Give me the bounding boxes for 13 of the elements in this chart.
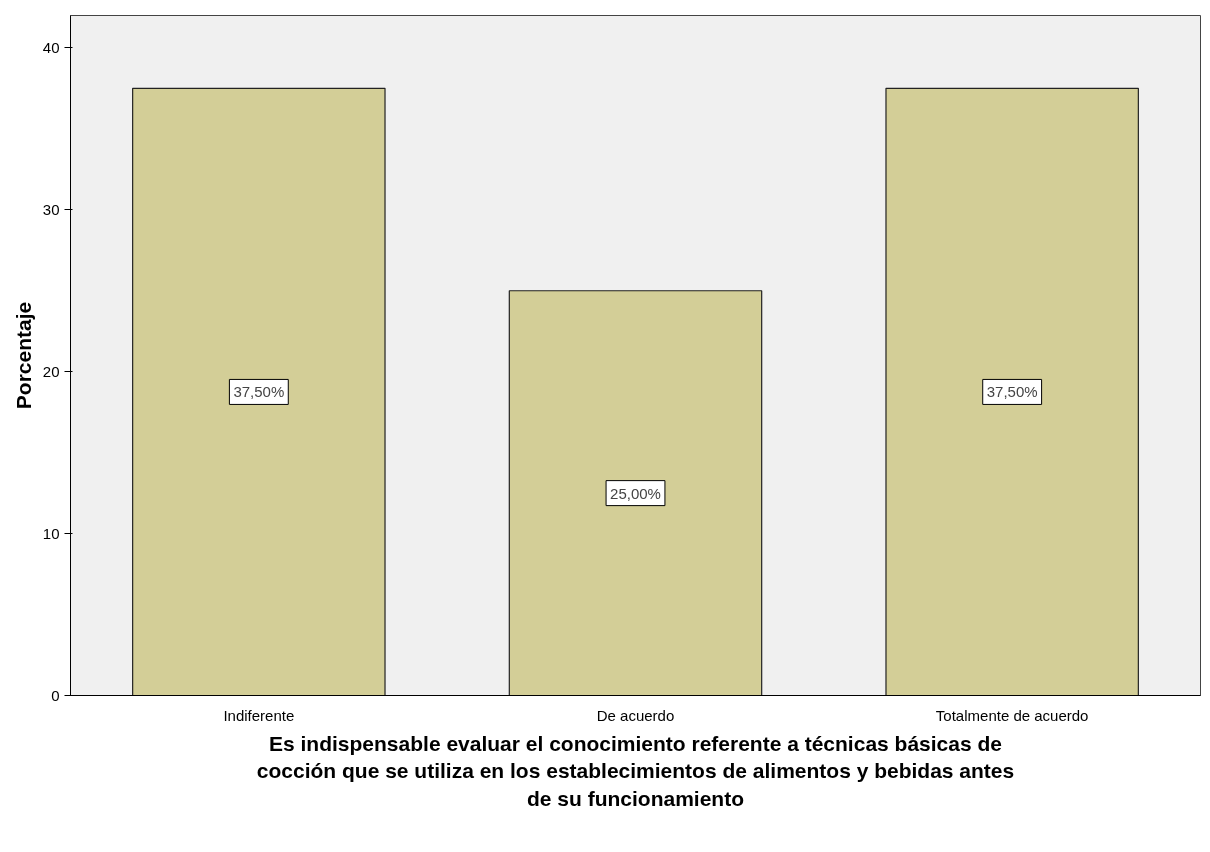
data-label: 37,50% <box>233 383 285 401</box>
x-tick-label: De acuerdo <box>596 706 675 724</box>
data-label: 37,50% <box>986 383 1038 401</box>
y-tick-label: 40 <box>42 38 60 56</box>
data-label: 25,00% <box>610 484 661 502</box>
x-tick-label: Indiferente <box>223 706 295 724</box>
y-tick-label: 0 <box>51 686 60 704</box>
y-tick-label: 10 <box>42 524 60 542</box>
y-tick-label: 20 <box>42 362 60 380</box>
x-tick-label: Totalmente de acuerdo <box>935 706 1089 724</box>
y-tick-label: 30 <box>42 200 60 218</box>
y-axis-title: Porcentaje <box>11 301 35 410</box>
x-axis-title: Es indispensable evaluar el conocimiento referente a técnicas básicas de cocción que se utiliza en los establecimientos de alimentos y bebidas antes de su funcionamiento <box>256 731 1015 810</box>
